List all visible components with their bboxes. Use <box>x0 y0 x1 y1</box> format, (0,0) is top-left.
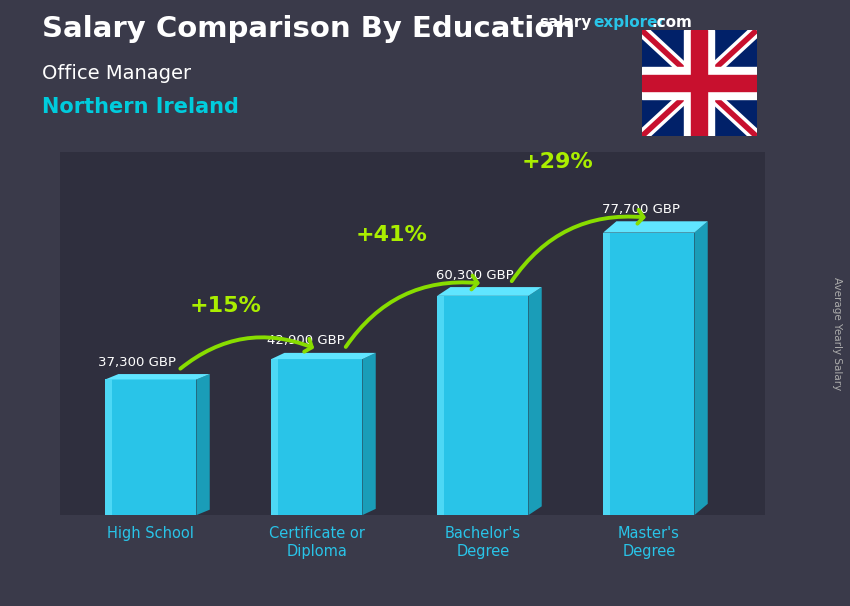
Polygon shape <box>271 353 376 359</box>
Text: salary: salary <box>540 15 592 30</box>
Polygon shape <box>105 379 112 515</box>
Text: +29%: +29% <box>522 152 593 172</box>
Text: 60,300 GBP: 60,300 GBP <box>436 268 514 282</box>
Polygon shape <box>196 374 210 515</box>
Polygon shape <box>271 359 279 515</box>
Text: Average Yearly Salary: Average Yearly Salary <box>832 277 842 390</box>
Text: Northern Ireland: Northern Ireland <box>42 97 240 117</box>
Bar <box>642 67 756 99</box>
Bar <box>692 30 706 136</box>
Text: +15%: +15% <box>190 296 262 316</box>
Bar <box>271 359 362 515</box>
Text: Salary Comparison By Education: Salary Comparison By Education <box>42 15 575 43</box>
Text: 42,900 GBP: 42,900 GBP <box>267 335 345 347</box>
Polygon shape <box>437 287 541 296</box>
Bar <box>437 296 529 515</box>
Text: Office Manager: Office Manager <box>42 64 191 82</box>
Polygon shape <box>694 221 708 515</box>
Text: 77,700 GBP: 77,700 GBP <box>603 203 680 216</box>
Text: 37,300 GBP: 37,300 GBP <box>98 356 176 368</box>
Bar <box>604 233 694 515</box>
Polygon shape <box>437 296 445 515</box>
Bar <box>642 75 756 92</box>
Text: explorer: explorer <box>593 15 666 30</box>
Text: .com: .com <box>652 15 693 30</box>
Polygon shape <box>105 374 210 379</box>
Polygon shape <box>604 233 610 515</box>
Text: +41%: +41% <box>355 225 428 245</box>
Polygon shape <box>362 353 376 515</box>
Polygon shape <box>604 221 708 233</box>
Bar <box>105 379 196 515</box>
Bar <box>683 30 714 136</box>
Polygon shape <box>529 287 541 515</box>
